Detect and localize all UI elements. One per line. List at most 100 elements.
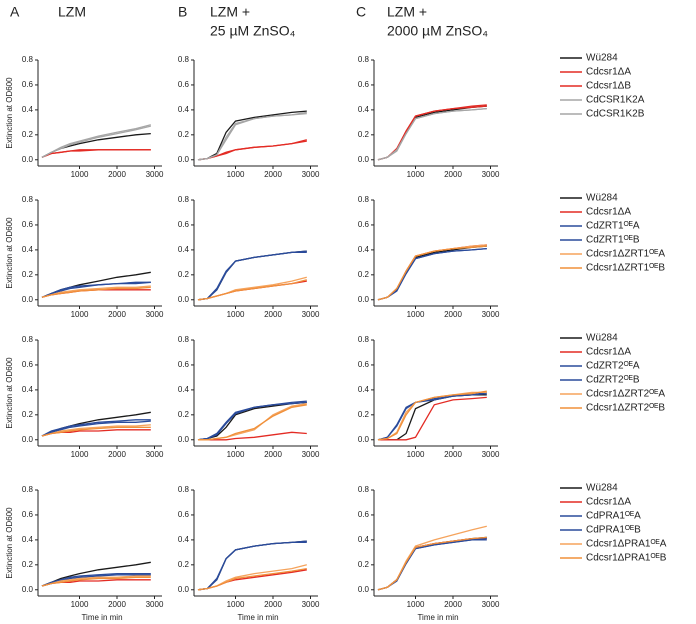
legend-label: CdZRT2ᴼᴱA (586, 361, 640, 372)
y-tick-label: 0.6 (358, 220, 370, 229)
x-axis-label: Time in min (417, 613, 458, 622)
x-tick-label: 2000 (264, 170, 282, 179)
series-line (377, 536, 487, 591)
y-tick-label: 0.0 (22, 155, 34, 164)
x-tick-label: 3000 (302, 450, 320, 459)
y-tick-label: 0.0 (178, 585, 190, 594)
series-line (197, 111, 307, 161)
legend-label: Wü284 (586, 53, 618, 64)
y-tick-label: 0.8 (22, 195, 34, 204)
panel-letter: C (356, 4, 366, 20)
y-tick-label: 0.0 (22, 585, 34, 594)
y-tick-label: 0.0 (358, 585, 370, 594)
y-tick-label: 0.4 (178, 385, 190, 394)
y-tick-label: 0.0 (358, 435, 370, 444)
y-tick-label: 0.4 (358, 385, 370, 394)
y-tick-label: 0.0 (178, 155, 190, 164)
y-tick-label: 0.4 (22, 245, 34, 254)
legend-label: Wü284 (586, 193, 618, 204)
y-axis-label: Extinction at OD600 (5, 357, 14, 429)
y-axis-label: Extinction at OD600 (5, 77, 14, 149)
legend-label: Cdcsr1ΔZRT2ᴼᴱA (586, 389, 665, 400)
x-tick-label: 1000 (227, 600, 245, 609)
y-tick-label: 0.2 (358, 270, 370, 279)
y-tick-label: 0.6 (22, 80, 34, 89)
panel-letter: A (10, 4, 20, 20)
series-line (41, 281, 151, 298)
legend-label: CdPRA1ᴼᴱA (586, 511, 641, 522)
y-axis-label: Extinction at OD600 (5, 217, 14, 289)
y-tick-label: 0.6 (358, 80, 370, 89)
series-line (378, 394, 487, 441)
series-line (41, 286, 151, 298)
legend-label: Wü284 (586, 483, 618, 494)
x-tick-label: 1000 (71, 310, 89, 319)
y-tick-label: 0.8 (22, 485, 34, 494)
x-tick-label: 1000 (407, 310, 425, 319)
x-tick-label: 1000 (71, 170, 89, 179)
y-tick-label: 0.0 (178, 435, 190, 444)
y-tick-label: 0.4 (22, 385, 34, 394)
y-axis-label: Extinction at OD600 (5, 507, 14, 579)
legend-label: Cdcsr1ΔZRT1ᴼᴱA (586, 249, 665, 260)
x-tick-label: 3000 (146, 170, 164, 179)
series-line (197, 541, 307, 591)
y-tick-label: 0.8 (178, 55, 190, 64)
x-tick-label: 3000 (302, 600, 320, 609)
x-axis-label: Time in min (237, 613, 278, 622)
series-line (41, 420, 151, 437)
y-tick-label: 0.2 (22, 270, 34, 279)
y-tick-label: 0.2 (358, 560, 370, 569)
y-tick-label: 0.6 (178, 510, 190, 519)
legend-label: Cdcsr1ΔA (586, 67, 631, 78)
legend-label: CdZRT1ᴼᴱA (586, 221, 640, 232)
x-tick-label: 2000 (108, 170, 126, 179)
y-tick-label: 0.8 (22, 55, 34, 64)
x-tick-label: 2000 (264, 310, 282, 319)
legend-label: Cdcsr1ΔA (586, 207, 631, 218)
x-tick-label: 1000 (407, 170, 425, 179)
y-tick-label: 0.8 (358, 335, 370, 344)
y-tick-label: 0.4 (358, 245, 370, 254)
y-tick-label: 0.6 (178, 220, 190, 229)
y-tick-label: 0.4 (22, 105, 34, 114)
series-line (41, 419, 151, 437)
y-tick-label: 0.4 (178, 535, 190, 544)
x-tick-label: 2000 (264, 450, 282, 459)
series-line (41, 125, 151, 158)
x-tick-label: 1000 (71, 450, 89, 459)
x-tick-label: 1000 (227, 310, 245, 319)
y-tick-label: 0.0 (22, 295, 34, 304)
legend-label: CdZRT2ᴼᴱB (586, 375, 640, 386)
y-tick-label: 0.0 (178, 295, 190, 304)
x-tick-label: 3000 (146, 310, 164, 319)
panel-title: LZM + (210, 4, 250, 20)
y-tick-label: 0.8 (178, 335, 190, 344)
legend-label: Cdcsr1ΔA (586, 497, 631, 508)
x-tick-label: 2000 (444, 600, 462, 609)
series-line (41, 572, 151, 587)
legend-label: Cdcsr1ΔZRT2ᴼᴱB (586, 403, 665, 414)
series-line (197, 139, 307, 161)
x-axis-label: Time in min (81, 613, 122, 622)
x-tick-label: 3000 (482, 600, 500, 609)
series-line (377, 525, 487, 591)
y-tick-label: 0.4 (22, 535, 34, 544)
legend-label: CdZRT1ᴼᴱB (586, 235, 640, 246)
legend-label: Cdcsr1ΔB (586, 81, 631, 92)
y-tick-label: 0.2 (178, 270, 190, 279)
x-tick-label: 1000 (227, 450, 245, 459)
y-tick-label: 0.2 (358, 410, 370, 419)
series-line (41, 426, 151, 437)
series-line (41, 576, 151, 587)
series-line (377, 107, 487, 161)
y-tick-label: 0.2 (22, 130, 34, 139)
panel-title: LZM (58, 4, 86, 20)
y-tick-label: 0.2 (178, 410, 190, 419)
series-line (377, 390, 487, 441)
legend-label: CdPRA1ᴼᴱB (586, 525, 641, 536)
y-tick-label: 0.2 (178, 560, 190, 569)
x-tick-label: 2000 (444, 450, 462, 459)
legend-label: CdCSR1K2A (586, 95, 645, 106)
